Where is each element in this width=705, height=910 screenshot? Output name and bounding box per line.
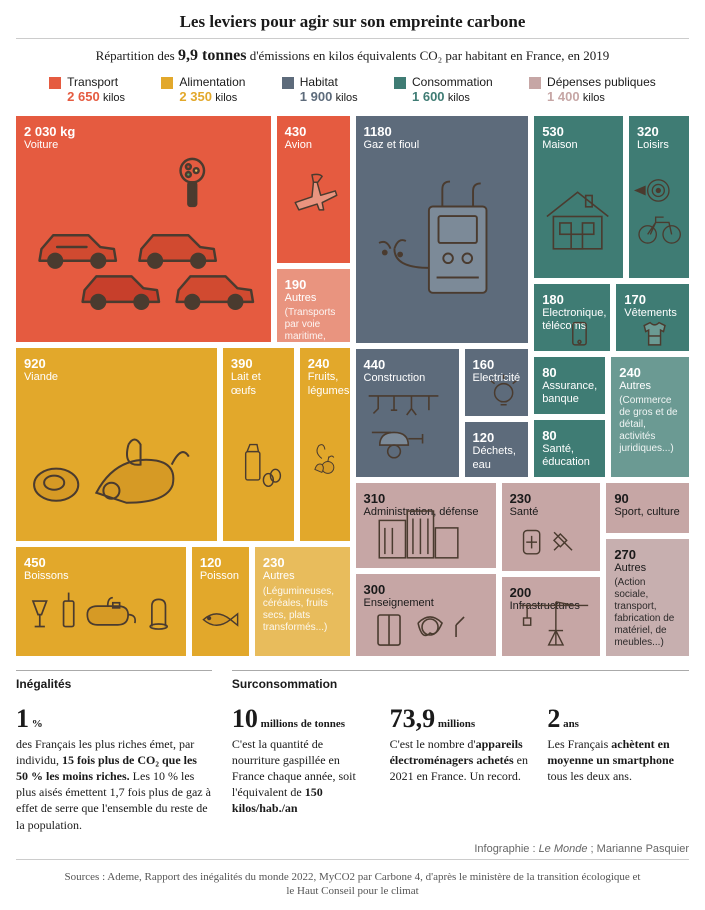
cell-cons-autres: 240Autres(Commerce de gros et de détail,…: [611, 357, 689, 478]
sur-heading: Surconsommation: [232, 670, 689, 691]
legend-swatch: [49, 77, 61, 89]
source: Sources : Ademe, Rapport des inégalités …: [16, 870, 689, 899]
legend-item: Dépenses publiques1 400 kilos: [529, 75, 656, 106]
cell-sante-ed: 80Santé, éducation: [534, 420, 605, 477]
cell-sante: 230Santé: [502, 483, 601, 571]
credit: Infographie : Le Monde ; Marianne Pasqui…: [16, 843, 689, 855]
legend-swatch: [282, 77, 294, 89]
cell-enseign: 300Enseignement: [356, 574, 496, 656]
subtitle: Répartition des 9,9 tonnes d'émissions e…: [16, 47, 689, 65]
divider: [16, 859, 689, 860]
sur-stat-1: 10 millions de tonnes C'est la quantité …: [232, 701, 374, 817]
sur-stat-2: 73,9 millions C'est le nombre d'appareil…: [390, 701, 532, 817]
legend-item: Consommation1 600 kilos: [394, 75, 493, 106]
cell-maison: 530Maison: [534, 116, 623, 278]
cell-vetements: 170Vêtements: [616, 284, 689, 351]
cell-infra: 200Infrastructures: [502, 577, 601, 655]
legend-item: Transport2 650 kilos: [49, 75, 125, 106]
divider: [16, 38, 689, 39]
cell-loisirs: 320Loisirs: [629, 116, 689, 278]
legend-swatch: [394, 77, 406, 89]
cell-voiture: 2 030 kgVoiture: [16, 116, 271, 343]
sur-stat-3: 2 ans Les Français achètent en moyenne u…: [547, 701, 689, 817]
cell-lait: 390Lait et œufs: [223, 348, 294, 541]
cell-construction: 440Construction: [356, 349, 459, 478]
cell-sport: 90Sport, culture: [606, 483, 689, 533]
legend-item: Alimentation2 350 kilos: [161, 75, 245, 106]
legend-item: Habitat1 900 kilos: [282, 75, 358, 106]
cell-electro: 180Electronique, télécoms: [534, 284, 610, 351]
cell-poisson: 120Poisson: [192, 547, 249, 655]
cell-viande: 920Viande: [16, 348, 217, 541]
treemap: 2 030 kgVoiture: [16, 116, 689, 656]
page-title: Les leviers pour agir sur son empreinte …: [16, 12, 689, 32]
cell-gaz: 1180Gaz et fioul: [356, 116, 529, 343]
ineq-heading: Inégalités: [16, 670, 212, 691]
cell-fruits: 240Fruits, légumes: [300, 348, 350, 541]
ineq-stat: 1 % des Français les plus riches émet, p…: [16, 701, 212, 833]
cell-transport-autres: 190Autres(Transports par voie maritime, …: [277, 269, 350, 343]
cell-dechets: 120Déchets, eau: [465, 422, 529, 477]
cell-elec: 160Electricité: [465, 349, 529, 417]
cell-pub-autres: 270Autres(Action sociale, transport, fab…: [606, 539, 689, 656]
legend-swatch: [529, 77, 541, 89]
cell-boissons: 450Boissons: [16, 547, 186, 655]
cell-assurance: 80Assurance, banque: [534, 357, 605, 414]
legend: Transport2 650 kilos Alimentation2 350 k…: [16, 75, 689, 106]
cell-alim-autres: 230Autres(Légumineuses, céréales, fruits…: [255, 547, 350, 655]
bottom-stats: Inégalités 1 % des Français les plus ric…: [16, 670, 689, 833]
cell-avion: 430Avion: [277, 116, 350, 263]
legend-swatch: [161, 77, 173, 89]
cell-admin: 310Administration, défense: [356, 483, 496, 567]
